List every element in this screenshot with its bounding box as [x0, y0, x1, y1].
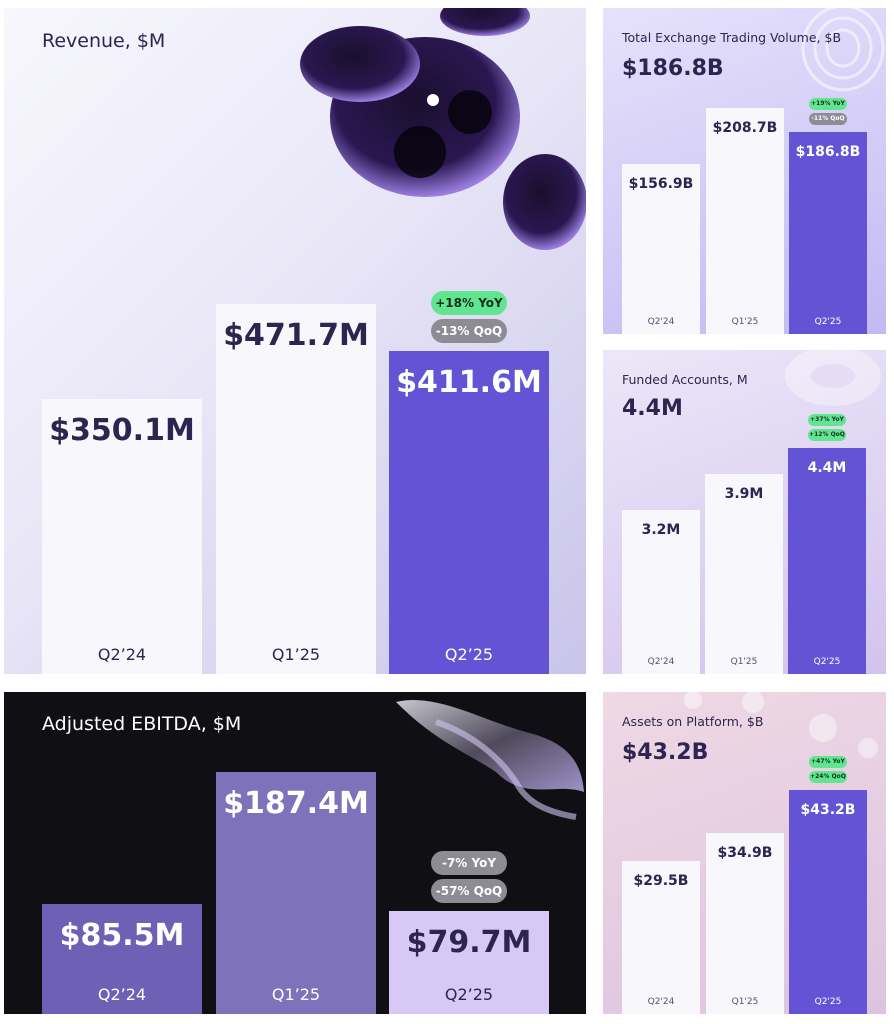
bar-value-label: $85.5M: [59, 918, 185, 953]
chart-title: Funded Accounts, M: [622, 372, 748, 387]
category-label: Q2'24: [647, 317, 675, 327]
bar-value-label: 3.2M: [641, 522, 681, 538]
bar-q224: $29.5B Q2'24: [622, 861, 700, 1014]
chart-title: Assets on Platform, $B: [622, 714, 764, 729]
bar-value-label: $79.7M: [406, 925, 532, 960]
category-label: Q2’25: [444, 645, 494, 664]
qoq-badge: +24% QoQ: [809, 771, 847, 783]
bar-value-label: $34.9B: [717, 845, 773, 861]
chart-title: Revenue, $M: [42, 30, 166, 52]
yoy-badge: +37% YoY: [808, 414, 846, 426]
bar-q125: $471.7M Q1’25: [216, 304, 376, 674]
category-label: Q2’24: [97, 645, 147, 664]
bar-value-label: $350.1M: [49, 413, 195, 448]
bar-q225: $186.8B Q2'25: [789, 132, 867, 334]
bar-value-label: $471.7M: [223, 318, 369, 353]
bar-q224: $350.1M Q2’24: [42, 399, 202, 674]
bar-value-label: $411.6M: [396, 365, 542, 400]
headline-value: $186.8B: [622, 56, 724, 81]
decorative-spiral-graphic: [801, 8, 885, 92]
bar-q225: $79.7M Q2’25: [389, 911, 549, 1014]
category-label: Q2'24: [647, 997, 675, 1007]
revenue-panel: Revenue, $M $350.1M Q2’24 $471.7M Q1’25 $411…: [4, 8, 586, 674]
category-label: Q1'25: [731, 317, 759, 327]
bar-value-label: 4.4M: [807, 460, 847, 476]
bar-q225: $411.6M Q2’25: [389, 351, 549, 674]
category-label: Q2'25: [814, 317, 842, 327]
bar-value-label: $29.5B: [633, 873, 689, 889]
category-label: Q2’25: [444, 985, 494, 1004]
bar-value-label: 3.9M: [724, 486, 764, 502]
decorative-ring-graphic: [785, 350, 881, 406]
bar-q125: 3.9M Q1'25: [705, 474, 783, 674]
chart-title: Total Exchange Trading Volume, $B: [622, 30, 842, 45]
assets-panel: Assets on Platform, $B $43.2B $29.5B Q2'2…: [603, 692, 886, 1014]
qoq-badge: -13% QoQ: [431, 319, 507, 343]
bar-value-label: $186.8B: [795, 144, 861, 160]
yoy-badge: -7% YoY: [431, 851, 507, 875]
category-label: Q1'25: [730, 657, 758, 667]
category-label: Q2'24: [647, 657, 675, 667]
category-label: Q2'25: [813, 657, 841, 667]
decorative-bubbles-graphic: [684, 692, 878, 758]
qoq-badge: -57% QoQ: [431, 879, 507, 903]
category-label: Q1’25: [271, 645, 321, 664]
category-label: Q2'25: [814, 997, 842, 1007]
bar-value-label: $156.9B: [628, 176, 694, 192]
category-label: Q1’25: [271, 985, 321, 1004]
bar-q224: $156.9B Q2'24: [622, 164, 700, 334]
bar-q225: 4.4M Q2'25: [788, 448, 866, 674]
yoy-badge: +19% YoY: [809, 98, 847, 110]
bar-q224: $85.5M Q2’24: [42, 904, 202, 1014]
decorative-chrome-graphic: [396, 699, 584, 820]
yoy-badge: +47% YoY: [809, 756, 847, 768]
bar-value-label: $187.4M: [223, 786, 369, 821]
funded-accounts-panel: Funded Accounts, M 4.4M 3.2M Q2'24 3.9M Q1'…: [603, 350, 886, 674]
qoq-badge: +12% QoQ: [808, 429, 846, 441]
ebitda-panel: Adjusted EBITDA, $M $85.5M Q2’24 $187.4M Q1…: [4, 692, 586, 1014]
qoq-badge: -11% QoQ: [809, 113, 847, 125]
bar-q225: $43.2B Q2'25: [789, 790, 867, 1014]
bar-q125: $208.7B Q1'25: [706, 108, 784, 334]
category-label: Q1'25: [731, 997, 759, 1007]
bar-q224: 3.2M Q2'24: [622, 510, 700, 674]
category-label: Q2’24: [97, 985, 147, 1004]
decorative-blob-graphic: [300, 8, 586, 250]
yoy-badge: +18% YoY: [431, 291, 507, 315]
headline-value: 4.4M: [622, 396, 683, 421]
headline-value: $43.2B: [622, 740, 709, 765]
bar-value-label: $208.7B: [712, 120, 778, 136]
chart-title: Adjusted EBITDA, $M: [42, 713, 242, 735]
bar-value-label: $43.2B: [800, 802, 856, 818]
bar-q125: $34.9B Q1'25: [706, 833, 784, 1014]
trading-volume-panel: Total Exchange Trading Volume, $B $186.8…: [603, 8, 886, 334]
bar-q125: $187.4M Q1’25: [216, 772, 376, 1014]
